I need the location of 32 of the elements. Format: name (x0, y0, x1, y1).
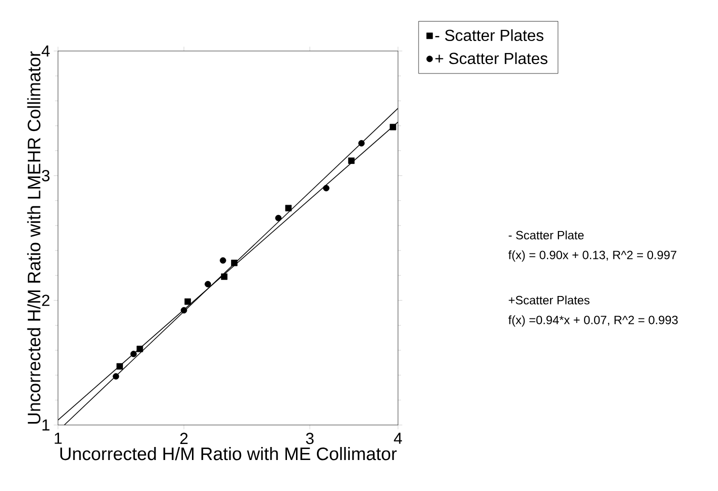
legend-label: + Scatter Plates (435, 52, 548, 64)
point (184, 298, 191, 305)
y-tick-label: 1 (42, 419, 50, 431)
point (285, 204, 292, 212)
x-tick-label: 2 (180, 432, 188, 444)
point (220, 257, 226, 264)
point (204, 280, 212, 288)
point (348, 158, 355, 164)
x-tick-label: 4 (394, 432, 402, 444)
text: f(x) = 0.90x + 0.13, R^2 = 0.997 (508, 250, 676, 262)
point (390, 124, 396, 130)
point (358, 140, 365, 146)
point (231, 260, 238, 266)
point (112, 373, 120, 380)
x-tick-label: 3 (306, 432, 314, 444)
y-tick-label: 4 (42, 45, 50, 57)
x-axis-title: Uncorrected H/M Ratio with ME Collimator (60, 446, 397, 460)
text: f(x) =0.94*x + 0.07, R^2 = 0.993 (508, 315, 678, 327)
x-tick-label: 1 (54, 432, 62, 444)
point (130, 350, 137, 358)
y-tick-label: 2 (42, 294, 50, 306)
point (221, 273, 228, 280)
point (275, 214, 282, 222)
legend-label: - Scatter Plates (435, 29, 544, 42)
text: +Scatter Plates (508, 296, 590, 304)
y-tick-label: 3 (42, 170, 50, 182)
text: - Scatter Plate (508, 230, 584, 240)
point (180, 307, 188, 314)
point (136, 346, 144, 352)
point (323, 184, 330, 192)
point (116, 363, 123, 370)
y-axis-title: Uncorrected H/M Ratio with LMEHR Collimator (27, 51, 40, 424)
